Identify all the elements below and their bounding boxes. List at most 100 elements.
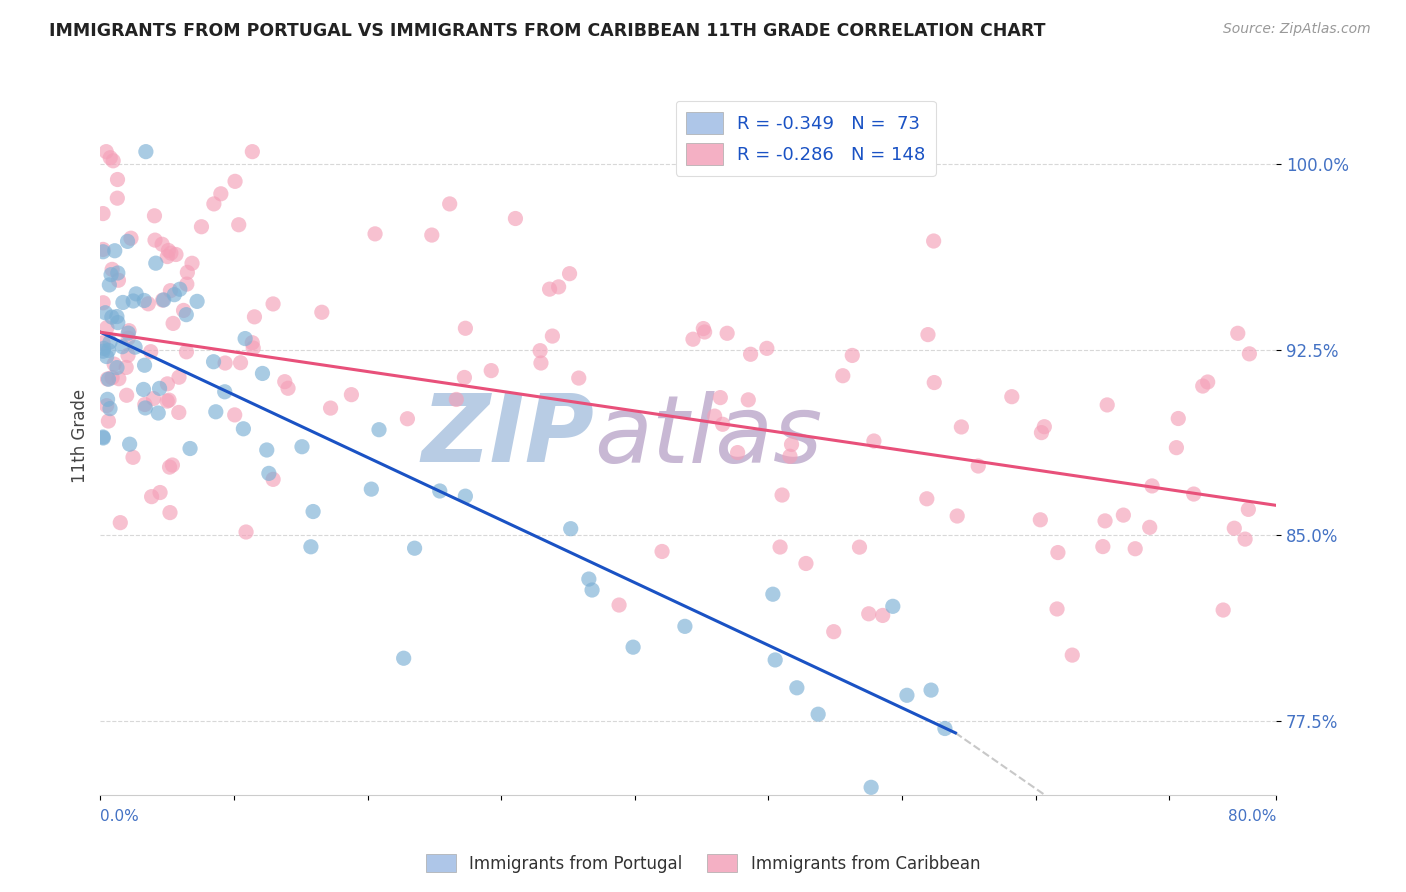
- Point: [530, 356, 553, 370]
- Point: [823, 624, 845, 639]
- Point: [117, 331, 139, 345]
- Point: [446, 392, 468, 407]
- Point: [96, 372, 118, 386]
- Point: [848, 540, 870, 554]
- Point: [1123, 541, 1146, 556]
- Point: [105, 191, 128, 205]
- Point: [1046, 602, 1069, 616]
- Point: [91, 431, 114, 445]
- Point: [107, 266, 129, 280]
- Point: [946, 508, 969, 523]
- Point: [240, 335, 263, 350]
- Point: [578, 572, 600, 586]
- Point: [167, 405, 190, 419]
- Point: [453, 370, 475, 384]
- Point: [118, 324, 141, 338]
- Point: [1001, 390, 1024, 404]
- Point: [558, 267, 581, 281]
- Point: [94, 306, 117, 320]
- Point: [135, 145, 157, 159]
- Point: [479, 363, 502, 377]
- Point: [91, 206, 114, 220]
- Point: [96, 145, 118, 159]
- Point: [607, 598, 630, 612]
- Point: [755, 342, 778, 356]
- Point: [209, 186, 232, 201]
- Point: [134, 401, 156, 415]
- Point: [214, 356, 236, 370]
- Point: [302, 504, 325, 518]
- Point: [863, 434, 886, 448]
- Point: [858, 607, 880, 621]
- Point: [98, 334, 121, 349]
- Point: [96, 399, 118, 413]
- Point: [541, 329, 564, 343]
- Point: [105, 360, 128, 375]
- Point: [157, 244, 180, 258]
- Point: [179, 442, 201, 456]
- Point: [841, 348, 863, 362]
- Point: [703, 409, 725, 423]
- Point: [93, 342, 115, 356]
- Point: [142, 392, 165, 406]
- Point: [896, 688, 918, 702]
- Point: [651, 544, 673, 558]
- Point: [392, 651, 415, 665]
- Point: [454, 321, 477, 335]
- Point: [396, 411, 419, 425]
- Point: [692, 321, 714, 335]
- Point: [97, 414, 120, 428]
- Point: [737, 392, 759, 407]
- Point: [581, 582, 603, 597]
- Point: [118, 437, 141, 451]
- Point: [98, 401, 121, 416]
- Point: [439, 197, 461, 211]
- Point: [202, 197, 225, 211]
- Point: [136, 297, 159, 311]
- Point: [163, 287, 186, 301]
- Point: [1197, 375, 1219, 389]
- Point: [256, 442, 278, 457]
- Point: [711, 417, 734, 432]
- Point: [176, 277, 198, 292]
- Point: [529, 343, 551, 358]
- Point: [1239, 347, 1261, 361]
- Point: [762, 587, 785, 601]
- Point: [111, 295, 134, 310]
- Point: [224, 408, 246, 422]
- Point: [1212, 603, 1234, 617]
- Point: [176, 344, 198, 359]
- Point: [157, 393, 180, 408]
- Point: [156, 376, 179, 391]
- Point: [240, 145, 263, 159]
- Point: [1033, 419, 1056, 434]
- Point: [920, 683, 942, 698]
- Point: [107, 172, 129, 186]
- Point: [1223, 521, 1246, 535]
- Point: [97, 343, 120, 358]
- Point: [1029, 513, 1052, 527]
- Point: [117, 326, 139, 340]
- Point: [96, 320, 118, 334]
- Text: Source: ZipAtlas.com: Source: ZipAtlas.com: [1223, 22, 1371, 37]
- Point: [120, 231, 142, 245]
- Point: [149, 485, 172, 500]
- Point: [167, 370, 190, 384]
- Point: [621, 640, 644, 655]
- Point: [922, 376, 945, 390]
- Point: [1140, 479, 1163, 493]
- Point: [1046, 545, 1069, 559]
- Point: [165, 247, 187, 261]
- Text: IMMIGRANTS FROM PORTUGAL VS IMMIGRANTS FROM CARIBBEAN 11TH GRADE CORRELATION CHA: IMMIGRANTS FROM PORTUGAL VS IMMIGRANTS F…: [49, 22, 1046, 40]
- Point: [91, 243, 114, 257]
- Point: [190, 219, 212, 234]
- Point: [763, 653, 786, 667]
- Point: [91, 430, 114, 444]
- Point: [769, 540, 792, 554]
- Point: [770, 488, 793, 502]
- Point: [100, 268, 122, 282]
- Point: [115, 360, 138, 375]
- Point: [780, 437, 803, 451]
- Text: atlas: atlas: [595, 391, 823, 482]
- Point: [125, 286, 148, 301]
